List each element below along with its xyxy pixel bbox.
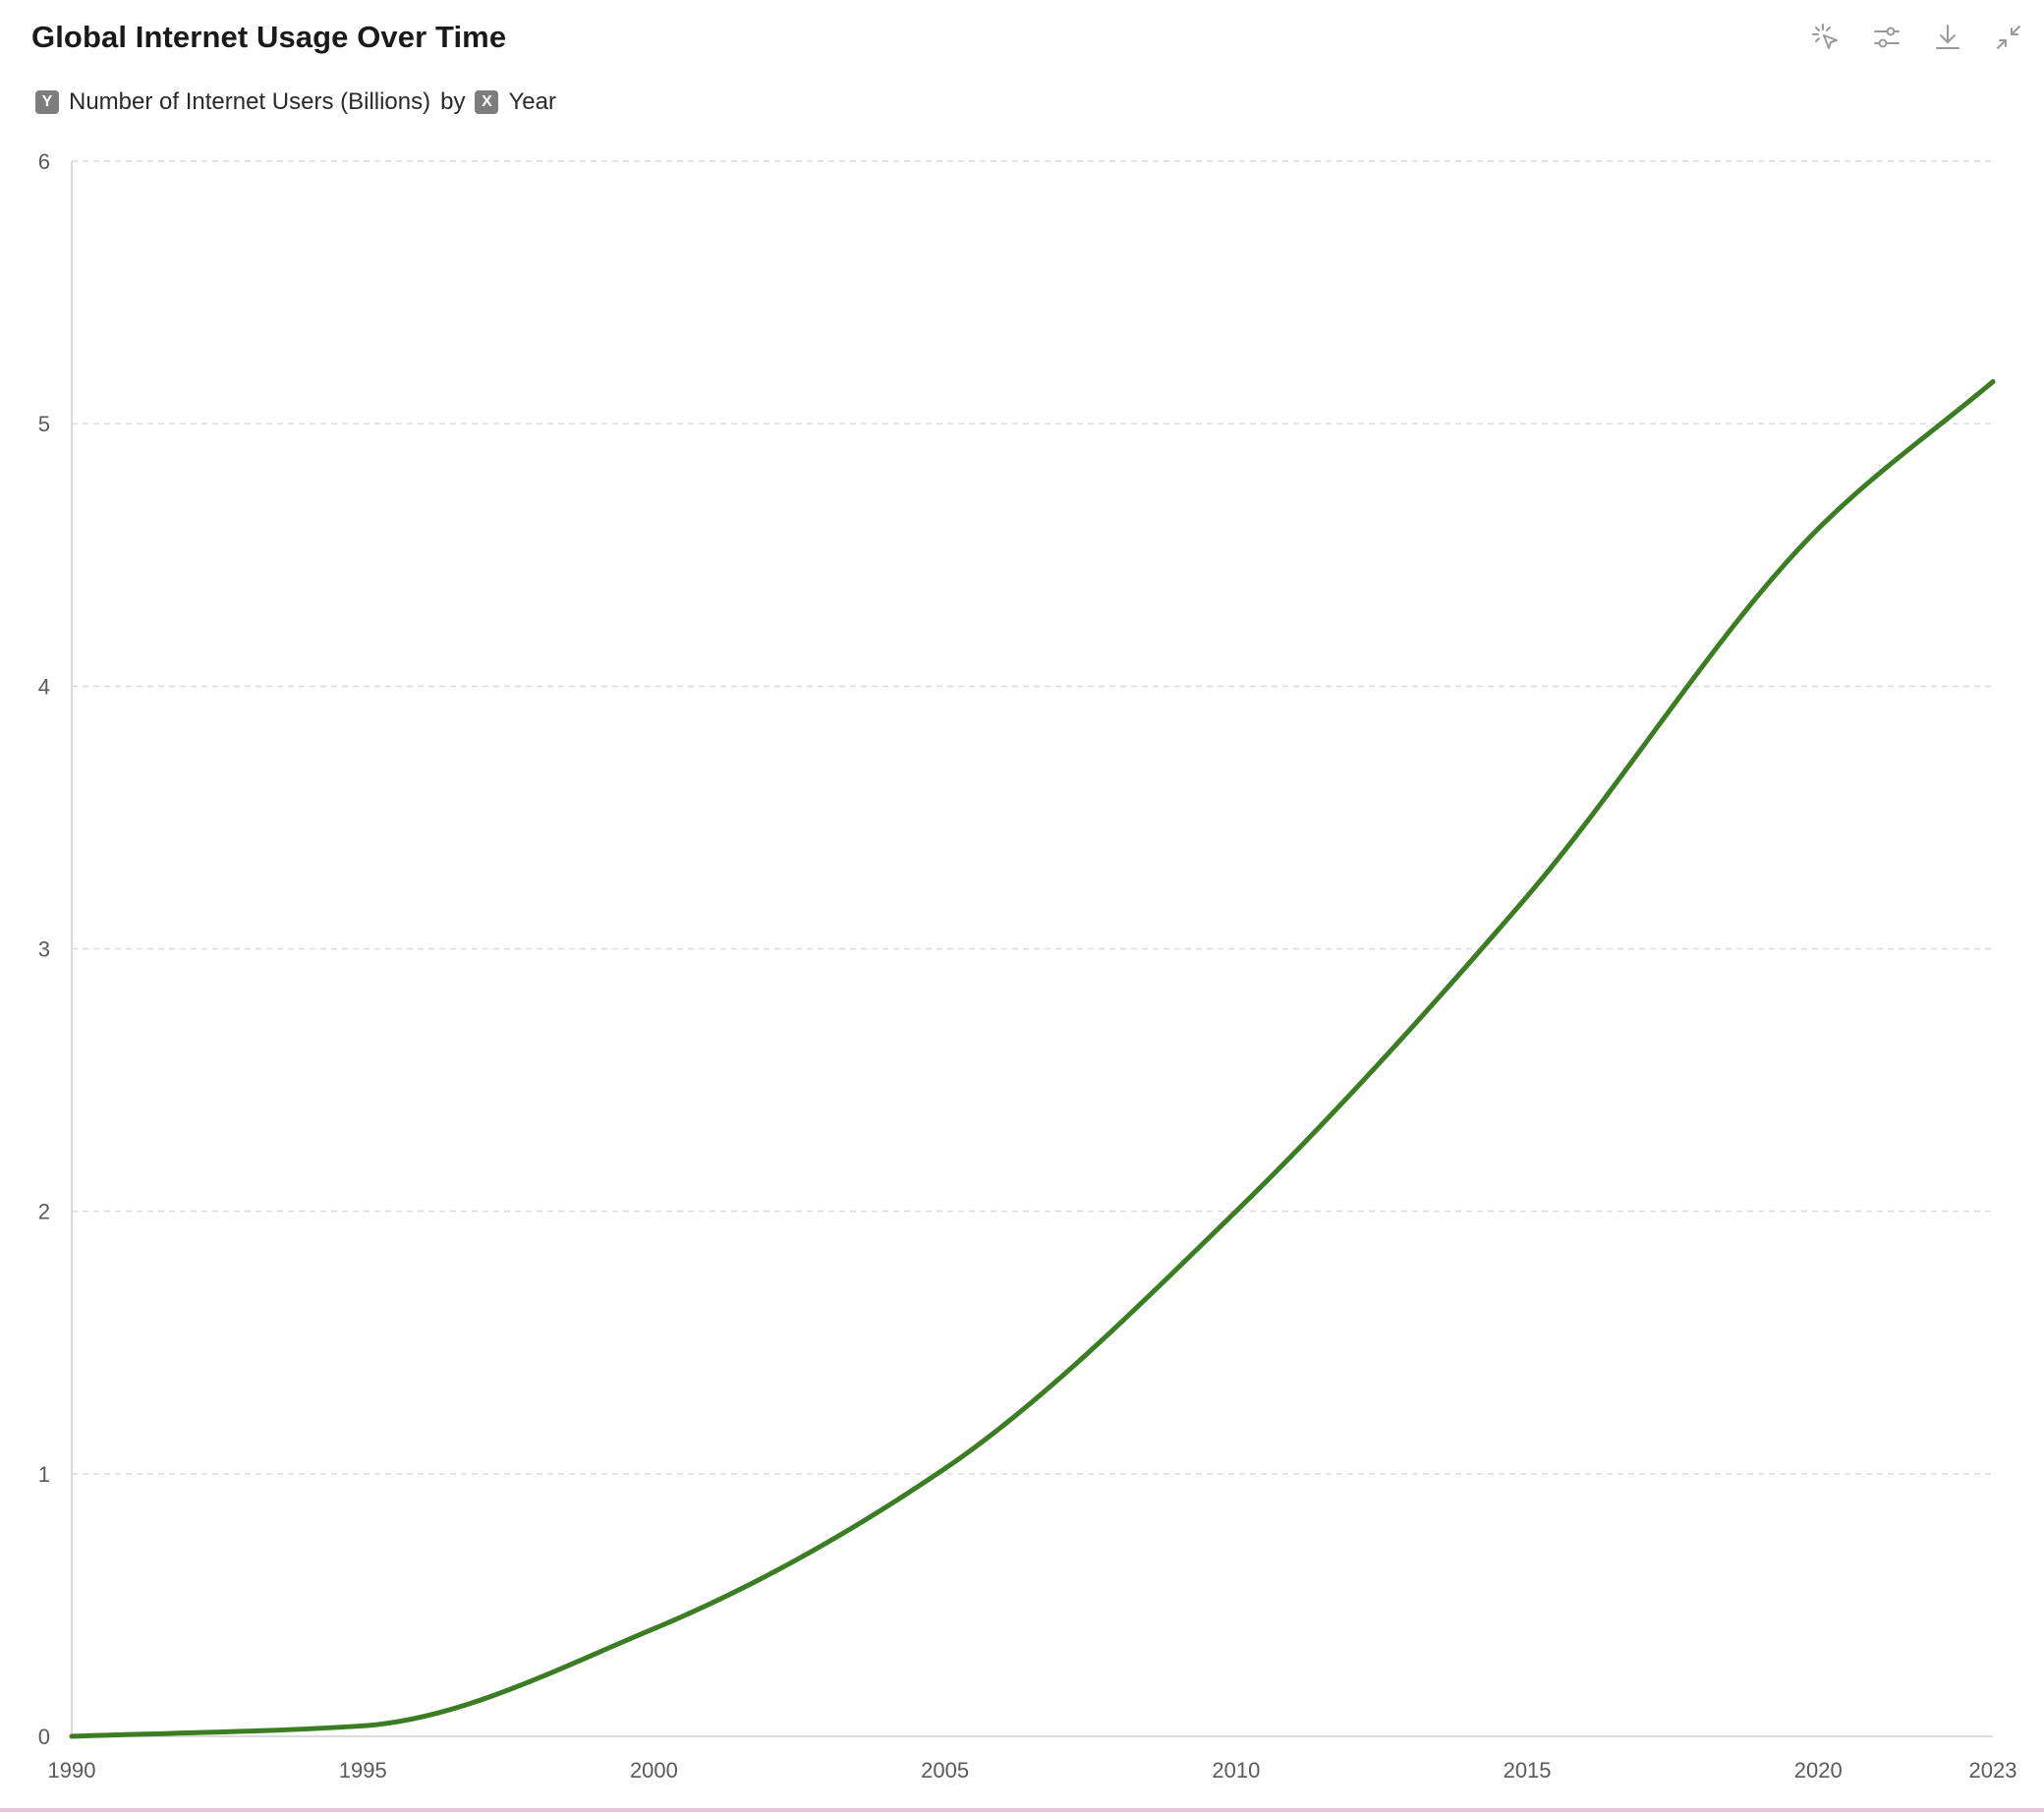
filter-settings-button[interactable]: [1871, 22, 1902, 53]
axes: [71, 161, 1993, 1737]
x-tick-label: 1990: [48, 1758, 96, 1783]
x-tick-label: 2015: [1504, 1758, 1552, 1783]
y-tick-label: 6: [38, 149, 50, 174]
x-tick-label: 2000: [630, 1758, 678, 1783]
chart-toolbar: [1810, 22, 2024, 53]
sliders-icon: [1874, 27, 1900, 48]
select-button[interactable]: [1810, 22, 1842, 53]
by-connector: by: [440, 88, 466, 115]
download-button[interactable]: [1932, 22, 1963, 53]
y-tick-label: 1: [38, 1462, 50, 1487]
y-axis-badge: Y: [35, 90, 59, 114]
y-field-label: Number of Internet Users (Billions): [69, 88, 431, 115]
x-tick-label: 2020: [1794, 1758, 1843, 1783]
x-tick-label: 1995: [339, 1758, 387, 1783]
y-tick-label: 5: [38, 412, 50, 436]
x-tick-labels: 1990 1995 2000 2005 2010 2015 2020 2023: [48, 1758, 2017, 1783]
x-tick-label: 2010: [1212, 1758, 1260, 1783]
x-tick-label: 2005: [921, 1758, 969, 1783]
select-pointer-icon: [1812, 24, 1838, 49]
download-icon: [1936, 25, 1959, 49]
y-tick-label: 0: [38, 1725, 50, 1749]
x-field-label: Year: [508, 88, 556, 115]
grid-lines: [72, 160, 1993, 1475]
series: [69, 378, 1996, 1739]
y-tick-labels: 0 1 2 3 4 5 6: [38, 149, 50, 1749]
y-tick-label: 4: [38, 674, 50, 699]
chart-encoding-subtitle: Y Number of Internet Users (Billions) by…: [35, 88, 556, 116]
x-tick-label: 2023: [1969, 1758, 2017, 1783]
y-tick-label: 3: [38, 937, 50, 962]
y-tick-label: 2: [38, 1200, 50, 1224]
chart-title: Global Internet Usage Over Time: [31, 20, 507, 54]
x-axis-badge: X: [475, 90, 499, 114]
collapse-button[interactable]: [1993, 22, 2024, 53]
series-line-0: [69, 378, 1996, 1739]
collapse-icon: [1997, 26, 2020, 49]
